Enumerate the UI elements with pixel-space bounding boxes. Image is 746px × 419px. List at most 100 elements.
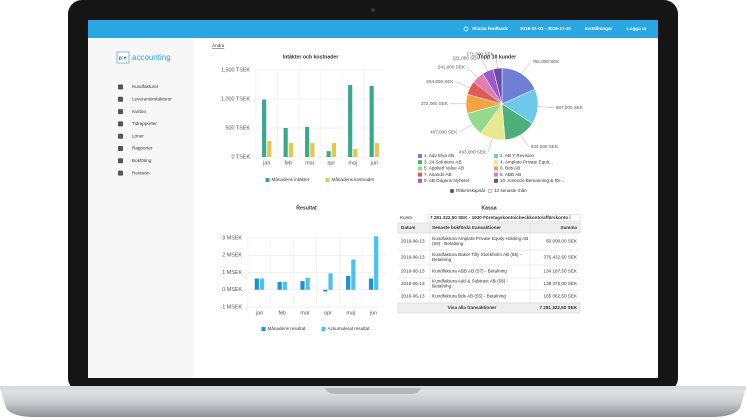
footer-link[interactable]: Visa alla transaktioner [448,305,497,310]
cell-line: Kundfaktura Amplato Private Equity Holdi… [432,236,528,241]
legend-swatch [418,178,422,183]
cell: 2016-06-13 [401,294,425,299]
menu-icon [118,109,123,115]
column-header: Summa [560,225,577,230]
pie-leader [537,106,554,108]
legend-swatch [494,178,498,183]
chart-title: Resultat [296,205,317,211]
table-header [397,222,581,234]
menu-item[interactable]: Tidrapporter [132,121,157,126]
legend-swatch [418,172,422,177]
legend-label: 10. Amendo Bemanning & Re... [500,178,564,183]
legend-swatch [261,327,266,331]
bar [254,278,259,290]
bar [323,289,328,292]
menu-icon [118,96,123,102]
pie-leader [459,124,473,133]
top-bar [88,20,658,38]
account-label: Konto [400,215,412,220]
radio-label[interactable]: 12 senaste mån [494,187,527,193]
legend-swatch [321,327,326,331]
legend-swatch [494,172,498,177]
y-tick-label: 1,500 TSEK [221,67,250,73]
logo-text: accounting [132,53,171,62]
pie-slice [501,67,536,105]
legend-swatch [418,166,422,171]
edit-link[interactable]: Ändra [212,42,225,48]
cell-line: Betalning [432,284,452,289]
cell-line: (59) - Betalning [432,241,464,246]
pie-value-label: 264,000 SEK [426,79,454,84]
column-header: Datum [401,225,415,230]
y-tick-label: 1 MSEK [222,270,242,276]
account-value: 7 281 322,50 SEK - 1930 Företagskonto/ch… [430,215,571,220]
top-bar-link[interactable]: 2016-01-01 - 2016-12-31 [520,26,572,31]
bar [351,259,356,290]
bar [282,281,287,290]
bar [328,273,333,290]
cell: 134 187,50 SEK [544,269,578,274]
bar [283,128,288,157]
bar [346,275,351,290]
pie-value-label: 687,000 SEK [556,105,584,110]
bar [310,143,315,157]
legend-label: 2. AB Y Revision [500,153,534,158]
bar [288,143,293,157]
pie-value-label: 372,000 SEK [421,101,449,106]
pie-value-label: 467,000 SEK [430,130,458,135]
y-tick-label: 2 MSEK [222,253,242,259]
legend-label: 5. Applied Value AB [424,166,464,171]
cell: Kundfaktura Baker Tilly Stockholm AB (58… [432,252,522,262]
legend-label: Månadens intäkter [272,176,310,182]
camera [370,7,376,13]
menu-item[interactable]: Kundfakturor [132,84,159,89]
menu-item[interactable]: Löner [132,133,144,138]
cell-line: Kundfaktura Add & Subtract AB (56) - [432,279,509,284]
cell-line: Kundfaktura Baker Tilly Stockholm AB (58… [432,252,522,257]
top-bar-link[interactable]: Skicka feedback [472,26,508,31]
bar [305,277,310,290]
cell: 2016-06-13 [401,255,425,260]
x-tick-label: feb [285,160,293,166]
menu-item[interactable]: Rapporter [132,146,153,151]
chart-title: Intäkter och kostnader [283,54,339,60]
pie-leader [466,66,478,78]
legend-swatch [494,160,498,165]
column-header: Senaste bokförda transaktioner [432,225,501,230]
account-select[interactable] [427,214,581,222]
cell: 2016-06-13 [401,281,425,286]
x-tick-label: mar [305,160,314,166]
top-bar-link[interactable]: Logga ut [627,26,647,31]
pie-leader [521,61,531,74]
pie-leader [520,134,530,147]
menu-item[interactable]: Leverantörsfakturor [132,97,172,102]
y-tick-label: 0 MSEK [222,287,242,293]
menu-item[interactable]: Bokföring [132,158,152,163]
menu-item[interactable]: Revision [132,170,150,175]
legend-swatch [265,178,270,182]
legend-swatch [494,166,498,171]
legend-label: 8. ABB AB [500,172,521,177]
pie-value-label: 792,000 SEK [532,59,560,64]
footer-total: 7 281 322,50 SEK [539,305,577,310]
bar [259,278,265,290]
legend-label: 6. Bds AB [500,166,520,171]
cell: 2016-06-13 [401,269,425,274]
sidebar [88,38,194,378]
chart-title: Topp 10 kunder [478,54,516,60]
menu-item[interactable]: Kvitton [132,109,146,114]
legend-swatch [418,154,422,158]
radio-label[interactable]: Räkenskapsår [456,187,486,193]
legend-label: 3. 24 Solutions AB [424,159,462,164]
top-bar-link[interactable]: Inställningar [585,26,613,31]
radio[interactable] [449,188,455,194]
cell-line: Betalning [432,257,452,262]
pie-leader [495,54,498,69]
menu-icon [118,121,123,127]
radio[interactable] [487,188,493,194]
legend-label: Månadens kostnader [332,176,375,182]
logo-box [116,51,130,64]
x-tick-label: feb [279,310,287,316]
cell: Kundfaktura Bds AB (55) - Betalning [432,294,506,299]
